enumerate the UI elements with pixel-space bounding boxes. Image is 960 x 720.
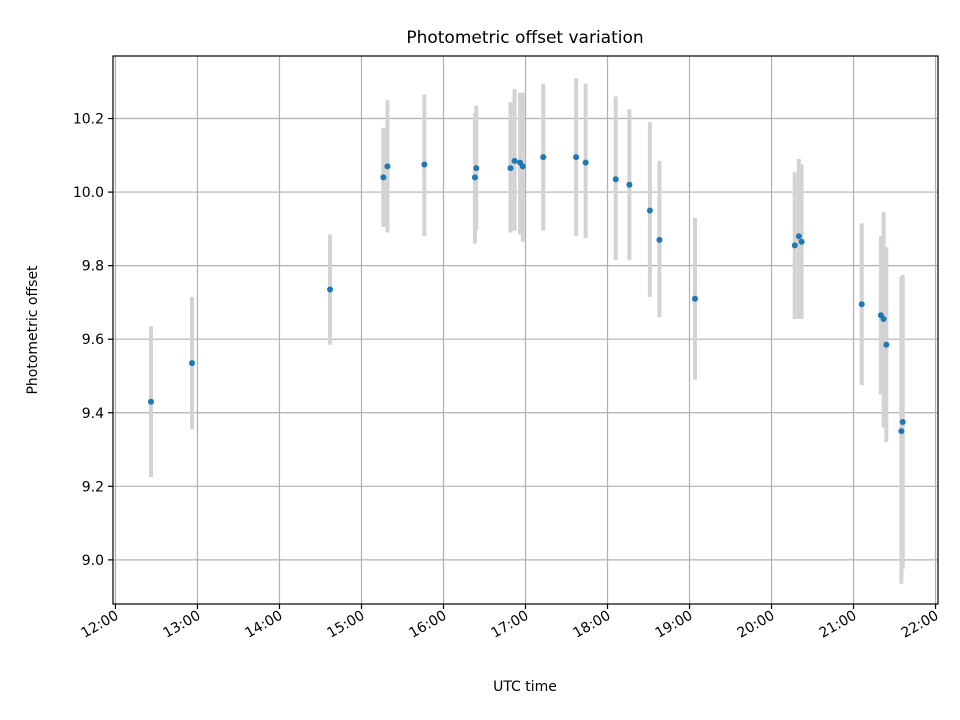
chart-title: Photometric offset variation [406, 28, 643, 48]
y-tick-label: 9.8 [82, 259, 104, 275]
y-tick-label: 9.2 [82, 479, 104, 495]
data-point [898, 428, 905, 435]
data-point [380, 174, 387, 181]
data-point [899, 418, 906, 425]
data-point [384, 163, 391, 170]
data-point [189, 360, 196, 367]
data-point [880, 315, 887, 322]
data-point [421, 161, 428, 168]
y-axis-label: Photometric offset [25, 265, 41, 395]
y-tick-label: 10.0 [73, 185, 104, 201]
data-point [473, 165, 480, 172]
data-point [327, 286, 334, 293]
data-point [471, 174, 478, 181]
data-point [626, 181, 633, 188]
data-point [656, 236, 663, 243]
data-point [795, 233, 802, 240]
data-point [612, 176, 619, 183]
data-point [582, 159, 589, 166]
data-point [519, 163, 526, 170]
data-point [507, 165, 514, 172]
y-tick-label: 10.2 [73, 112, 104, 128]
data-point [540, 154, 547, 161]
grid [113, 56, 938, 604]
data-point [798, 238, 805, 245]
y-tick-label: 9.4 [82, 406, 104, 422]
data-point [573, 154, 580, 161]
data-point [511, 157, 518, 164]
y-tick-label: 9.0 [82, 553, 104, 569]
data-point [858, 301, 865, 308]
data-point [791, 242, 798, 249]
y-tick-label: 9.6 [82, 332, 104, 348]
data-point [883, 341, 890, 348]
data-points [147, 154, 906, 435]
data-point [147, 398, 154, 405]
x-axis-label: UTC time [493, 679, 557, 695]
data-point [646, 207, 653, 214]
data-point [691, 295, 698, 302]
